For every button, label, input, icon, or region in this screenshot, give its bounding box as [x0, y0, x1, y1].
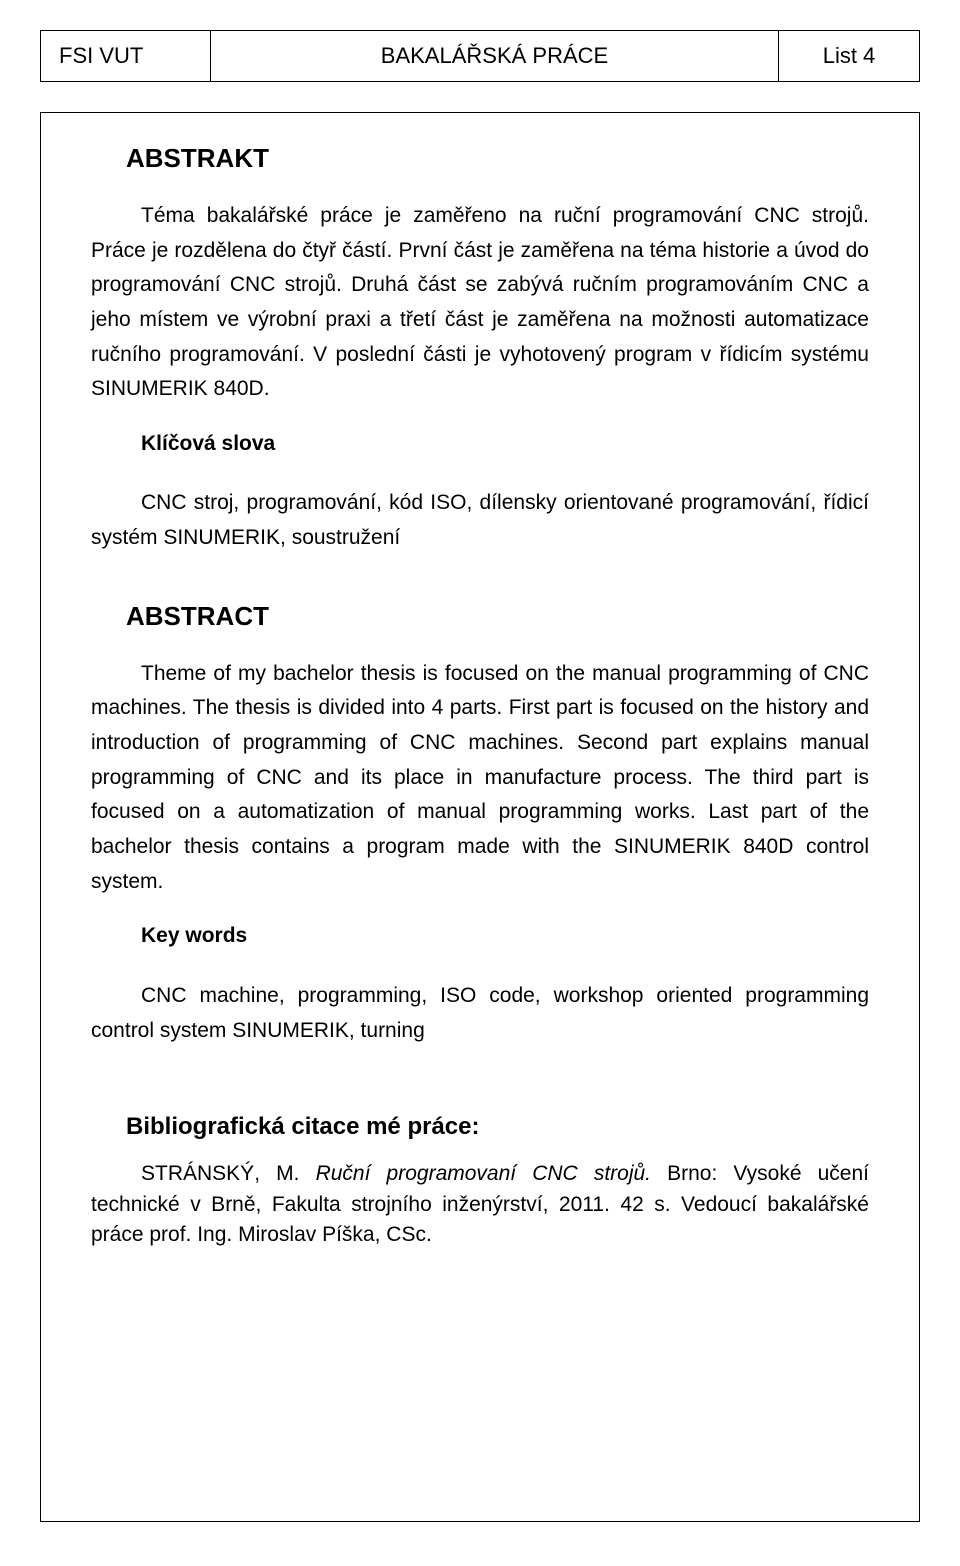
citation-author: STRÁNSKÝ, M. [141, 1162, 316, 1185]
citation-work-title: Ruční programovaní CNC strojů. [316, 1162, 668, 1185]
abstrakt-body: Téma bakalářské práce je zaměřeno na ruč… [91, 199, 869, 407]
abstrakt-title: ABSTRAKT [126, 143, 869, 174]
content-inner: ABSTRAKT Téma bakalářské práce je zaměře… [81, 143, 879, 1250]
keywords-text: CNC machine, programming, ISO code, work… [91, 979, 869, 1048]
abstract-title: ABSTRACT [126, 601, 869, 632]
header-page-number: List 4 [779, 31, 919, 81]
citation-body: STRÁNSKÝ, M. Ruční programovaní CNC stro… [91, 1159, 869, 1250]
header-doc-type: BAKALÁŘSKÁ PRÁCE [211, 31, 779, 81]
page-header: FSI VUT BAKALÁŘSKÁ PRÁCE List 4 [40, 30, 920, 82]
citation-title: Bibliografická citace mé práce: [126, 1113, 869, 1141]
abstract-body: Theme of my bachelor thesis is focused o… [91, 657, 869, 899]
klicova-slova-label: Klíčová slova [141, 427, 869, 462]
header-institution: FSI VUT [41, 31, 211, 81]
content-frame: ABSTRAKT Téma bakalářské práce je zaměře… [40, 112, 920, 1522]
klicova-slova-text: CNC stroj, programování, kód ISO, dílens… [91, 486, 869, 555]
keywords-label: Key words [141, 919, 869, 954]
